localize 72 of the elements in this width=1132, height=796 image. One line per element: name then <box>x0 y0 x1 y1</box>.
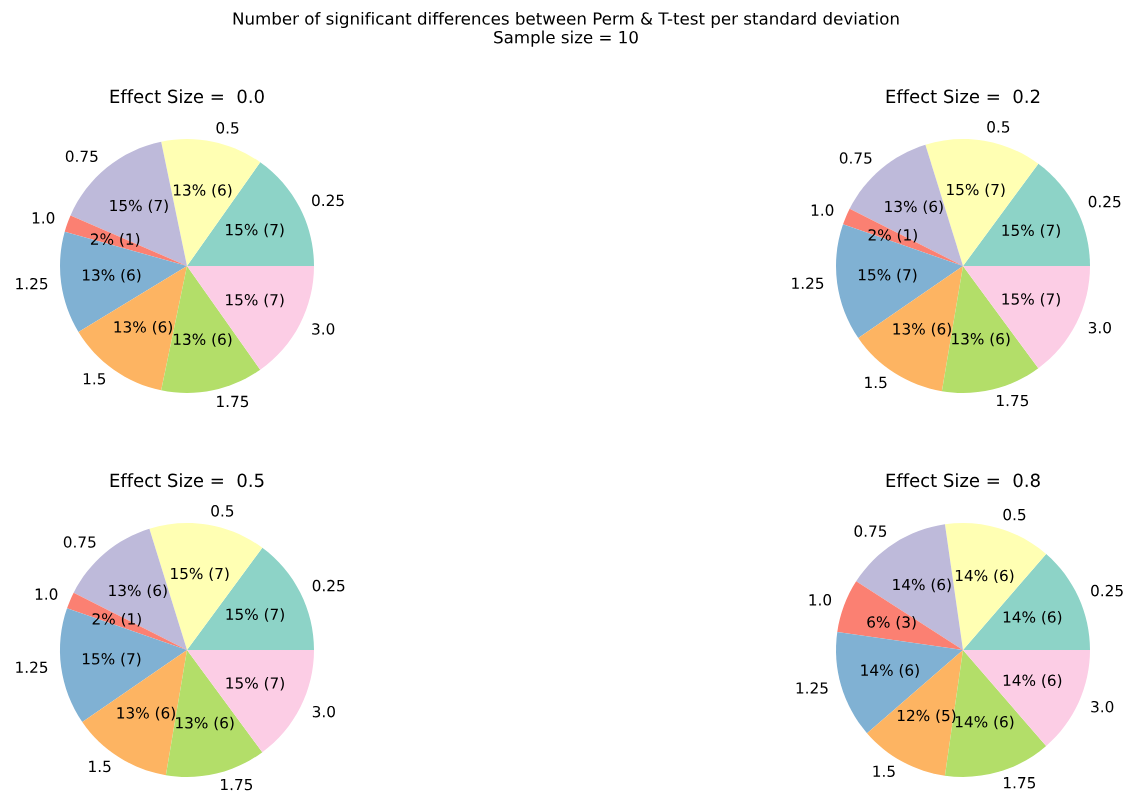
slice-label: 1.0 <box>811 204 834 216</box>
data-label: 13% (6) <box>82 269 141 283</box>
slice-label: 0.5 <box>216 122 239 134</box>
data-label: 14% (6) <box>893 578 951 593</box>
data-label: 15% (7) <box>1002 292 1060 307</box>
data-label: 15% (7) <box>226 223 284 238</box>
slice-label: 1.5 <box>83 373 106 385</box>
slice-label: 0.25 <box>1088 195 1121 208</box>
slice-label: 1.75 <box>217 395 249 408</box>
slice-label: 3.0 <box>1091 700 1114 713</box>
data-label: 6% (3) <box>867 615 916 630</box>
slice-label: 1.5 <box>873 765 895 778</box>
text: Number of significant differences between Perm & T-test per standard deviation Sample size = 10 <box>233 11 899 47</box>
slice-label: 0.75 <box>65 150 98 163</box>
slice-label: 1.25 <box>16 661 48 674</box>
pie-slice <box>925 139 1039 266</box>
data-label: 15% (7) <box>1002 224 1060 238</box>
data-label: 15% (7) <box>226 676 284 691</box>
slice-label: 1.5 <box>865 376 887 389</box>
slice-label: 1.75 <box>997 394 1029 407</box>
chart-title: Effect Size = 0.5 <box>110 473 264 488</box>
slice-label: 1.75 <box>221 778 253 791</box>
data-label: 13% (6) <box>952 332 1010 347</box>
data-label: 15% (7) <box>171 567 229 582</box>
slice-label: 0.75 <box>63 536 96 548</box>
data-label: 13% (6) <box>109 584 167 599</box>
data-label: 15% (7) <box>82 652 141 667</box>
data-label: 14% (6) <box>861 664 919 678</box>
slice-label: 3.0 <box>1088 321 1111 334</box>
slice-label: 1.0 <box>35 588 58 600</box>
data-label: 12% (5) <box>897 709 956 724</box>
data-label: 2% (1) <box>90 233 140 247</box>
slice-label: 3.0 <box>312 323 335 335</box>
slice-label: 1.0 <box>809 594 832 606</box>
slice-label: 1.25 <box>796 682 828 694</box>
data-label: 13% (6) <box>114 320 172 335</box>
chart-title: Effect Size = 0.0 <box>110 89 264 104</box>
slice-label: 0.5 <box>1003 508 1026 521</box>
slice-label: 0.25 <box>312 579 345 592</box>
pie-slice <box>64 215 187 266</box>
data-label: 13% (6) <box>117 706 175 721</box>
slice-label: 0.75 <box>839 152 872 164</box>
data-label: 15% (7) <box>226 293 284 308</box>
slice-label: 1.75 <box>1004 777 1036 789</box>
data-label: 15% (7) <box>110 199 168 214</box>
data-label: 15% (7) <box>226 608 284 622</box>
data-label: 15% (7) <box>858 268 917 283</box>
slice-label: 1.25 <box>16 277 48 290</box>
data-label: 2% (1) <box>92 612 141 627</box>
data-label: 13% (6) <box>176 716 234 731</box>
data-label: 14% (6) <box>955 715 1014 730</box>
data-label: 13% (6) <box>173 333 232 347</box>
pie-slice <box>149 523 263 650</box>
slice-label: 0.75 <box>854 525 887 537</box>
slice-label: 1.5 <box>89 760 111 773</box>
slice-label: 3.0 <box>312 705 335 718</box>
slice-label: 0.25 <box>1091 584 1123 597</box>
chart-title: Effect Size = 0.2 <box>886 89 1040 104</box>
data-label: 15% (7) <box>947 183 1005 198</box>
slice-label: 1.25 <box>792 277 824 290</box>
slice-label: 0.5 <box>211 505 234 517</box>
data-label: 13% (6) <box>173 184 232 198</box>
data-label: 13% (6) <box>893 322 951 337</box>
slice-label: 0.25 <box>312 194 344 207</box>
slice-label: 0.5 <box>987 121 1010 133</box>
data-label: 14% (6) <box>1003 674 1062 688</box>
chart-title: Effect Size = 0.8 <box>886 473 1040 488</box>
data-label: 14% (6) <box>955 569 1014 584</box>
data-label: 2% (1) <box>868 228 917 243</box>
data-label: 14% (6) <box>1003 610 1062 625</box>
slice-label: 1.0 <box>32 212 55 224</box>
data-label: 13% (6) <box>885 200 943 215</box>
